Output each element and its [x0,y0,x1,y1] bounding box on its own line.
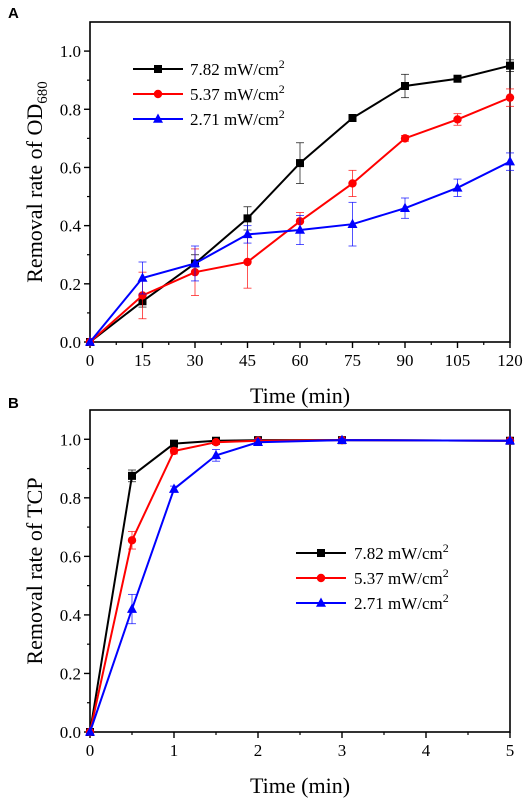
panel-letter: B [8,395,19,412]
data-point [211,449,221,460]
data-point [453,115,462,124]
series-3 [85,152,515,346]
legend-marker [153,89,163,99]
legend-marker [153,113,163,123]
series-1 [86,436,514,736]
data-point [85,726,95,736]
x-tick-label: 15 [134,351,151,370]
series-line [89,439,511,733]
data-point [190,257,200,268]
data-point [452,182,463,192]
x-tick-label: 30 [187,351,204,370]
y-tick-label: 0.2 [60,664,81,683]
x-tick-label: 4 [422,741,431,760]
y-axis-title: Removal rate of TCP [22,477,47,664]
series-2 [85,435,515,737]
x-tick-label: 1 [170,741,179,760]
y-tick-label: 0.8 [60,489,81,508]
y-tick-label: 0.6 [60,547,81,566]
x-tick-label: 0 [86,741,95,760]
data-point [253,436,263,446]
data-point [243,214,252,223]
data-point [169,483,179,493]
legend: 7.82 mW/cm2 5.37 mW/cm2 2.71 mW/cm2 [296,541,449,613]
x-tick-label: 90 [397,351,414,370]
legend-label: 5.37 mW/cm2 [190,82,285,104]
data-point [348,114,357,122]
y-tick-label: 0.0 [60,333,81,352]
x-tick-label: 2 [254,741,263,760]
data-point [138,291,147,300]
data-point [211,438,221,447]
data-point [128,471,136,480]
x-tick-label: 60 [292,351,309,370]
data-point [137,272,148,282]
y-tick-label: 1.0 [60,42,81,61]
legend-marker [316,597,326,607]
data-point [296,159,304,168]
series-line [89,439,511,733]
series-line [89,160,511,343]
x-tick-label: 105 [445,351,471,370]
x-axis-title: Time (min) [250,773,350,798]
data-point [170,439,178,448]
legend-label: 5.37 mW/cm2 [354,566,449,588]
data-point [242,228,253,239]
y-tick-label: 1.0 [60,430,81,449]
y-tick-label: 0.2 [60,275,81,294]
data-point [505,435,515,445]
data-point [127,536,137,545]
legend-marker [317,549,325,557]
chart-panel-a: A 0.0 0.2 0.4 0.6 0.8 1.0 0 15 30 45 60 75 90 105 120 Ti… [8,5,523,408]
data-point [505,93,515,102]
data-point [400,202,410,212]
x-tick-label: 75 [344,351,361,370]
legend: 7.82 mW/cm2 5.37 mW/cm2 2.71 mW/cm2 [133,57,285,129]
chart-panel-b: B 0.0 0.2 0.4 0.6 0.8 1.0 0 1 2 3 4 5 Time (min) Remov… [8,395,515,798]
y-tick-label: 0.0 [60,723,81,742]
data-point [348,179,357,188]
legend-label: 2.71 mW/cm2 [190,107,285,129]
series-3 [85,434,515,736]
data-point [169,446,179,456]
panel-letter: A [8,5,19,22]
data-point [127,603,137,613]
x-tick-label: 120 [497,351,523,370]
x-tick-label: 5 [506,741,515,760]
y-axis-title: Removal rate of OD680 [22,81,51,283]
legend-label: 7.82 mW/cm2 [190,57,285,79]
data-point [453,74,462,83]
y-tick-label: 0.6 [60,158,81,177]
x-tick-label: 0 [86,351,95,370]
data-point [347,218,358,228]
data-point [400,134,410,143]
series-line [89,64,511,343]
y-tick-label: 0.8 [60,100,81,119]
x-tick-label: 3 [338,741,347,760]
series-line [89,439,511,733]
y-tick-label: 0.4 [60,606,82,625]
legend-label: 2.71 mW/cm2 [354,591,449,613]
data-point [295,224,305,234]
legend-label: 7.82 mW/cm2 [354,541,449,563]
y-tick-label: 0.4 [60,217,82,236]
data-point [85,336,95,346]
x-axis-title: Time (min) [250,383,350,408]
x-tick-label: 45 [239,351,256,370]
data-point [243,257,252,267]
legend-marker [154,65,162,73]
series-1 [86,59,514,346]
data-point [505,156,515,166]
legend-marker [316,573,326,583]
data-point [506,61,514,70]
data-point [401,82,409,90]
data-point [337,434,347,444]
